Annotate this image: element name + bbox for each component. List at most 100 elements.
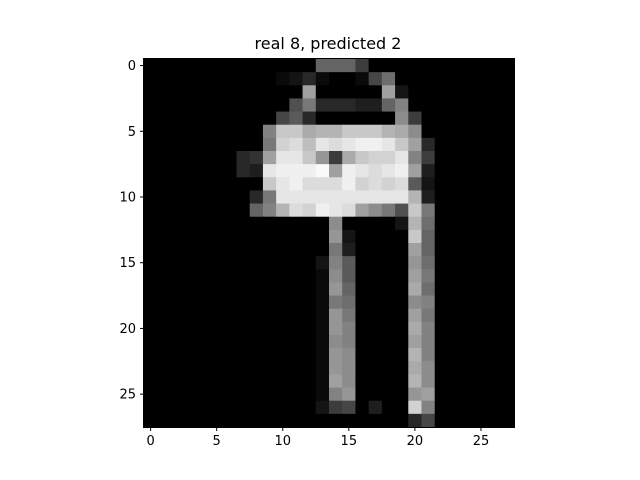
heatmap-cell [421,348,436,362]
heatmap-cell [183,72,198,86]
heatmap-cell [262,361,277,375]
heatmap-cell [381,216,396,231]
heatmap-cell [196,400,211,415]
heatmap-cell [368,400,383,415]
heatmap-cell [355,124,370,139]
heatmap-cell [421,361,436,375]
heatmap-cell [329,321,343,336]
heatmap-cell [368,374,383,388]
heatmap-cell [395,295,409,310]
heatmap-cell [487,59,502,73]
heatmap-cell [196,229,211,244]
heatmap-cell [447,203,462,218]
heatmap-cell [355,269,370,283]
heatmap-cell [276,374,290,388]
heatmap-cell [342,98,356,112]
heatmap-cell [249,348,264,362]
heatmap-cell [381,400,396,415]
heatmap-cell [170,413,185,428]
heatmap-cell [461,229,475,244]
heatmap-cell [183,151,198,165]
heatmap-cell [487,413,502,428]
heatmap-cell [302,203,317,218]
heatmap-cell [461,374,475,388]
heatmap-cell [249,216,264,231]
heatmap-cell [500,59,515,73]
heatmap-cell [183,164,198,178]
heatmap-cell [447,72,462,86]
heatmap-cell [329,151,343,165]
heatmap-cell [236,85,251,99]
heatmap-cell [249,98,264,112]
heatmap-cell [196,308,211,323]
heatmap-cell [315,190,330,204]
heatmap-cell [157,229,171,244]
heatmap-cell [500,243,515,257]
heatmap-cell [249,256,264,270]
heatmap-cell [276,243,290,257]
heatmap-cell [368,282,383,296]
heatmap-cell [408,164,422,178]
heatmap-cell [157,124,171,139]
heatmap-cell [302,190,317,204]
heatmap-cell [144,111,158,126]
heatmap-cell [368,361,383,375]
heatmap-cell [302,216,317,231]
heatmap-cell [408,111,422,126]
heatmap-cell [329,295,343,310]
heatmap-cell [500,164,515,178]
heatmap-cell [210,321,224,336]
heatmap-cell [342,85,356,99]
heatmap-cell [289,85,303,99]
heatmap-cell [408,308,422,323]
heatmap-cell [183,137,198,152]
heatmap-cell [329,282,343,296]
heatmap-cell [170,361,185,375]
y-axis: 0 5 10 15 20 25 [119,59,144,403]
heatmap-cell [249,361,264,375]
heatmap-cell [262,256,277,270]
heatmap-cell [395,282,409,296]
heatmap-cell [236,216,251,231]
heatmap-cell [262,308,277,323]
heatmap-cell [487,295,502,310]
heatmap-cell [395,216,409,231]
heatmap-cell [434,308,449,323]
heatmap-cell [342,177,356,191]
heatmap-cell [223,361,237,375]
heatmap-cell [342,72,356,86]
heatmap-cell [487,151,502,165]
heatmap-cell [170,164,185,178]
heatmap-cell [289,282,303,296]
heatmap-cell [434,137,449,152]
heatmap-cell [236,387,251,402]
heatmap-cell [421,111,436,126]
heatmap-cell [421,190,436,204]
heatmap-cell [447,164,462,178]
heatmap-cell [262,321,277,336]
heatmap-cell [144,72,158,86]
heatmap-cell [329,335,343,349]
heatmap-cell [170,59,185,73]
heatmap-cell [315,177,330,191]
x-tick-label: 5 [213,434,221,449]
heatmap-cell [315,98,330,112]
y-tick-label: 20 [119,322,136,337]
heatmap-cell [144,243,158,257]
heatmap-cell [461,72,475,86]
heatmap-cell [474,308,488,323]
heatmap-cell [500,177,515,191]
heatmap-cell [395,190,409,204]
heatmap-cell [381,203,396,218]
heatmap-cell [183,295,198,310]
heatmap-cell [500,111,515,126]
heatmap-cell [144,361,158,375]
heatmap-cell [408,124,422,139]
heatmap-cell [500,335,515,349]
heatmap-cell [329,137,343,152]
heatmap-cell [408,177,422,191]
axes-frame [143,58,515,428]
heatmap-cell [368,72,383,86]
heatmap-cell [355,111,370,126]
heatmap-cell [262,374,277,388]
